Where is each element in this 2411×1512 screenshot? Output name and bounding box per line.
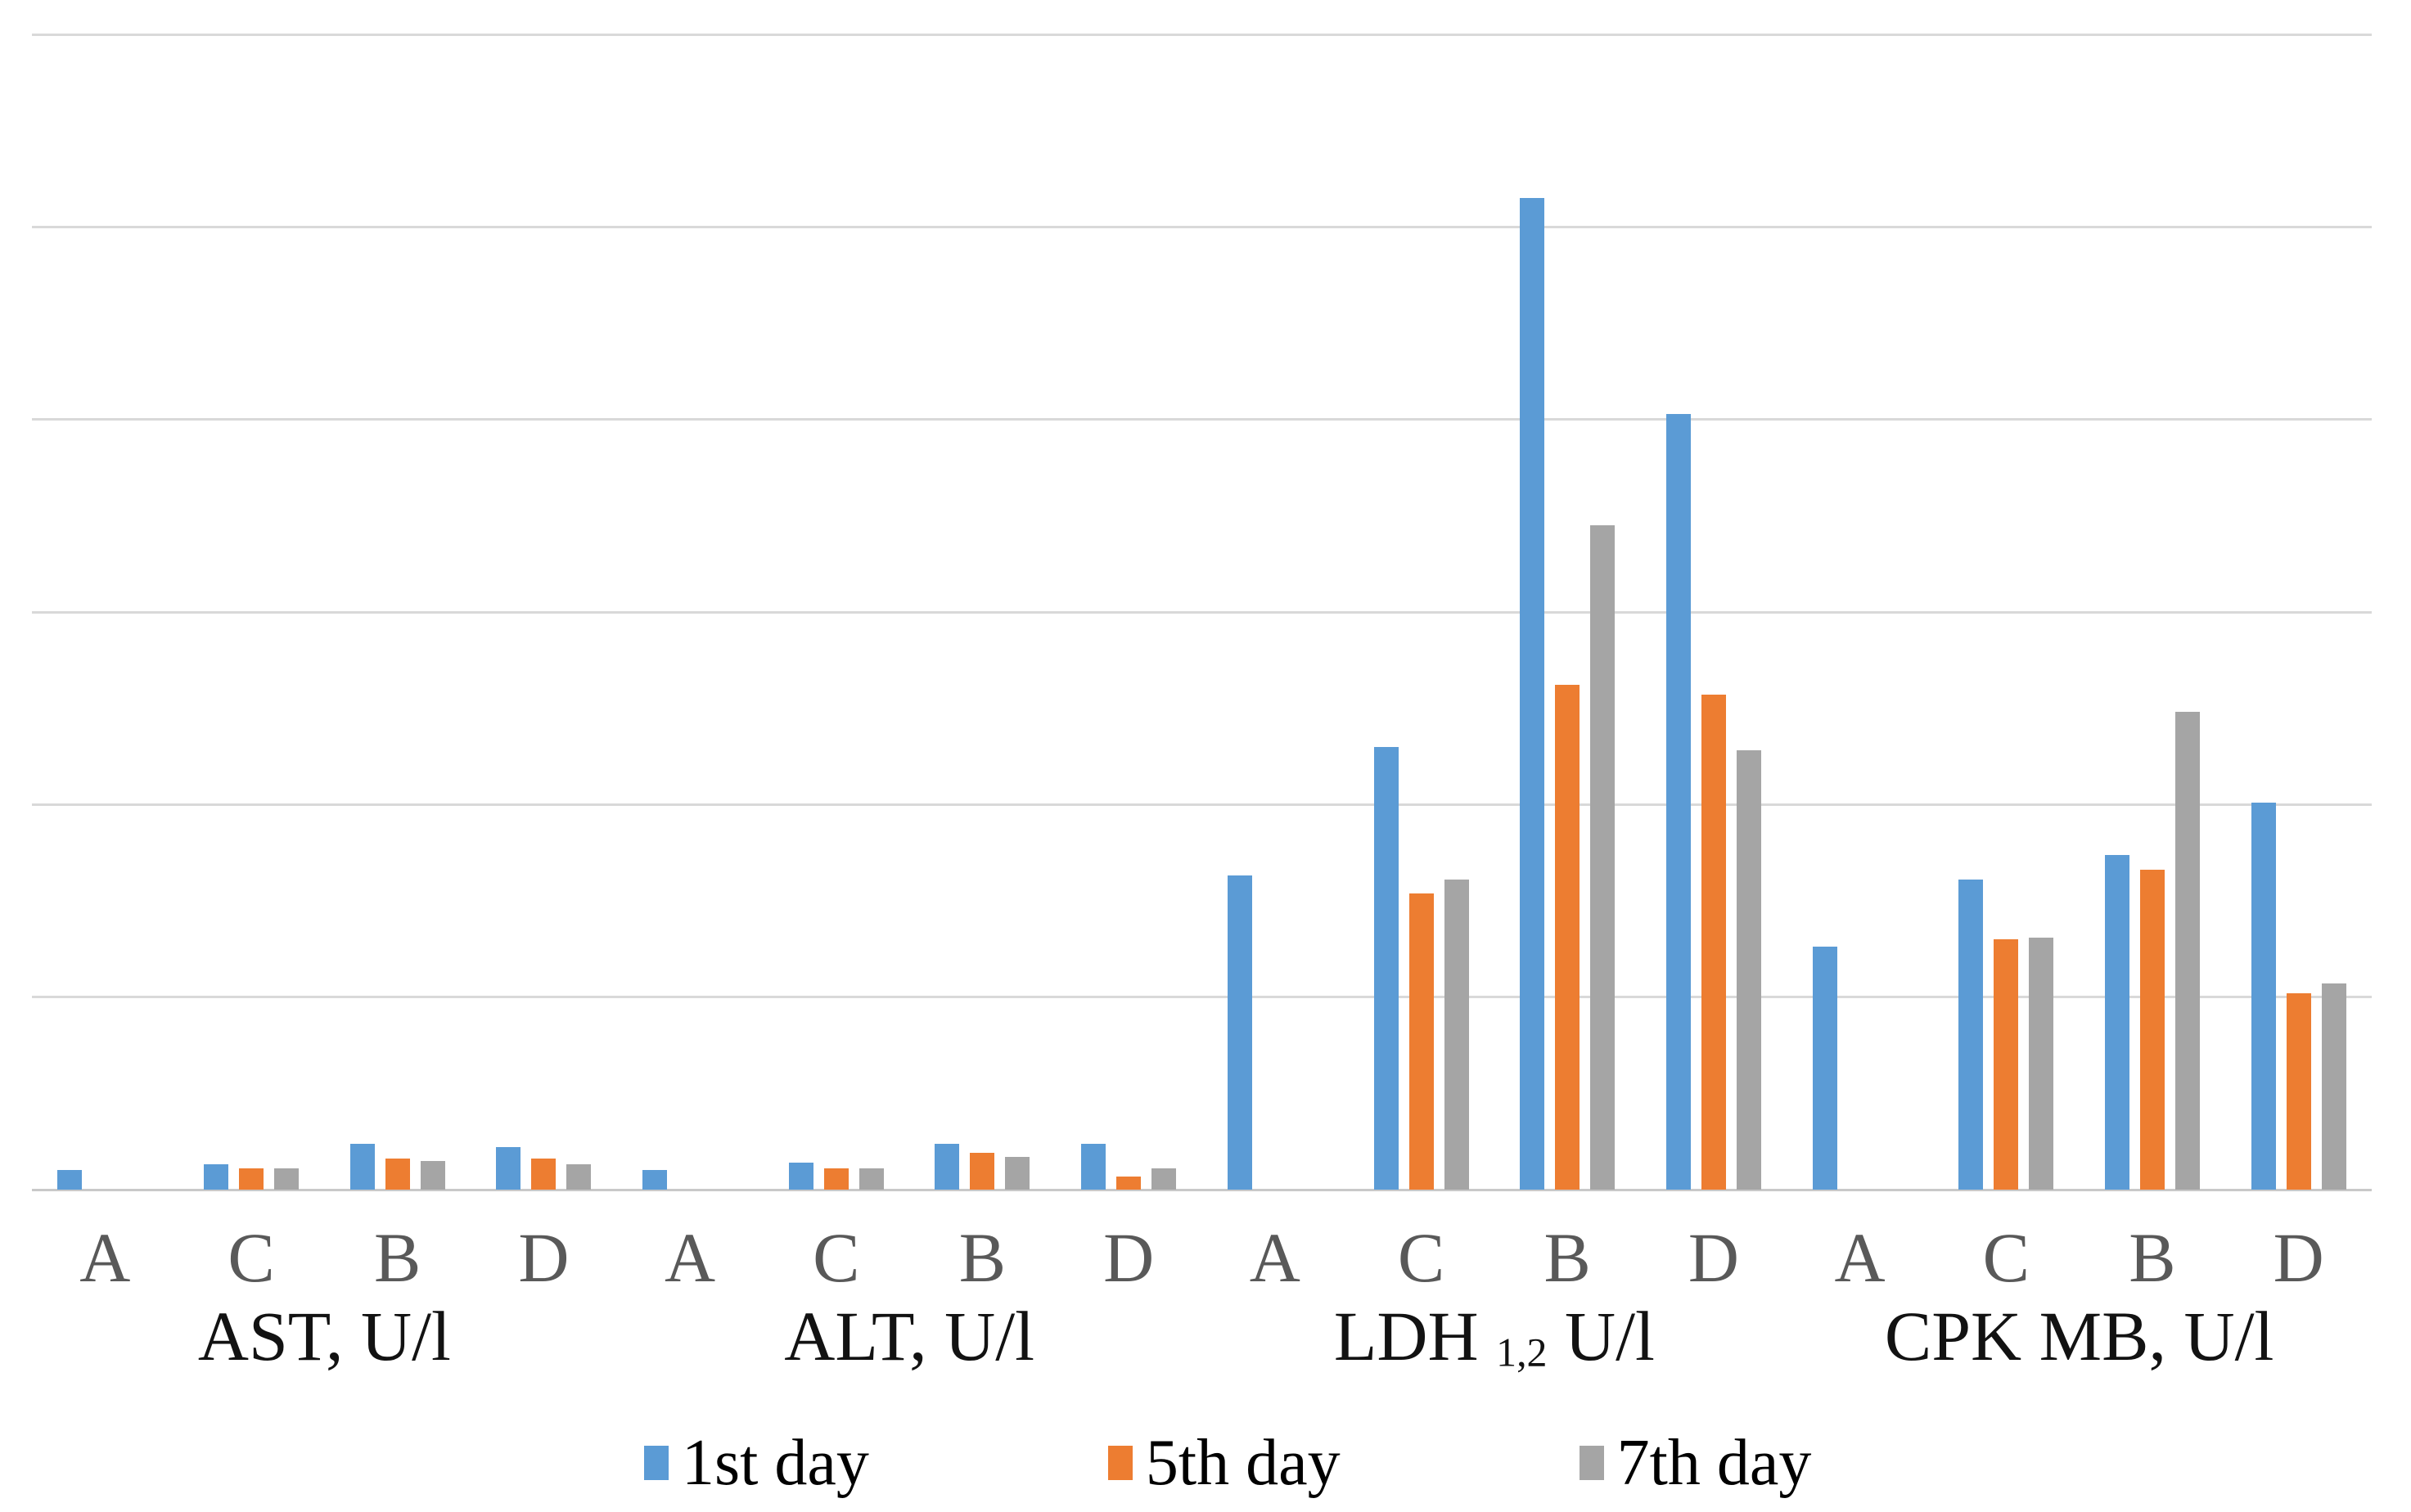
legend-swatch-icon [1107,1446,1133,1480]
category-slot-c-9 [1348,34,1494,1190]
bar-5th-day [970,1153,995,1190]
category-slot-a-0 [32,34,178,1190]
bar-7th-day [566,1164,592,1190]
category-slot-b-14 [2080,34,2226,1190]
tick-label-d-7: D [1103,1218,1155,1297]
gridline [32,33,2372,36]
bar-1st-day [1520,198,1545,1190]
x-axis-line [32,1188,2372,1191]
legend-item-1st-day: 1st day [644,1430,869,1496]
category-slot-d-15 [2225,34,2372,1190]
bar-7th-day [2029,937,2054,1190]
category-slot-c-13 [1933,34,2080,1190]
group-label-2: LDH 1,2 U/l [1333,1297,1655,1375]
tick-label-b-2: B [374,1218,421,1297]
bar-7th-day [2321,983,2346,1190]
tick-label-c-13: C [1982,1218,2030,1297]
tick-label-d-11: D [1688,1218,1739,1297]
bar-1st-day [1665,413,1691,1190]
bar-1st-day [1958,880,1984,1190]
tick-label-b-6: B [958,1218,1007,1297]
plot-area [32,33,2372,1191]
bar-7th-day [1590,525,1616,1190]
bar-7th-day [1005,1157,1030,1190]
category-slot-d-3 [471,34,617,1190]
tick-label-a-4: A [665,1218,716,1297]
bar-5th-day [531,1159,557,1190]
tick-label-d-3: D [518,1218,570,1297]
bar-5th-day [1555,685,1580,1190]
legend-item-5th-day: 5th day [1107,1427,1341,1499]
category-slot-a-12 [1787,34,1933,1190]
bar-5th-day [2286,992,2311,1190]
bar-7th-day [420,1160,445,1190]
bar-5th-day [1408,893,1434,1190]
bar-7th-day [1444,880,1469,1190]
category-slot-a-8 [1202,34,1349,1190]
bar-1st-day [496,1147,521,1190]
bar-1st-day [2251,802,2276,1190]
tick-label-a-12: A [1834,1218,1886,1297]
bar-slots [32,34,2372,1190]
bar-1st-day [349,1143,375,1190]
legend-item-7th-day: 7th day [1579,1427,1812,1499]
bar-7th-day [858,1168,884,1190]
bar-5th-day [239,1168,264,1190]
category-slot-d-7 [1056,34,1202,1190]
bar-7th-day [1151,1168,1177,1190]
tick-label-a-0: A [79,1218,131,1297]
tick-label-b-10: B [1543,1218,1591,1297]
bar-1st-day [204,1164,229,1190]
tick-label-d-15: D [2273,1218,2324,1297]
group-label-3: CPK MB, U/l [1884,1297,2274,1375]
group-label-1: ALT, U/l [784,1297,1035,1375]
gridline [32,803,2372,806]
gridline [32,418,2372,421]
bar-1st-day [788,1163,813,1190]
category-slot-b-6 [909,34,1056,1190]
bar-5th-day [2139,870,2165,1190]
bar-1st-day [1812,947,1837,1190]
tick-label-c-1: C [228,1218,275,1297]
bar-7th-day [2174,712,2200,1190]
bar-1st-day [1081,1143,1106,1190]
tick-label-c-5: C [813,1218,860,1297]
category-slot-c-1 [178,34,325,1190]
tick-label-c-9: C [1397,1218,1445,1297]
legend-label: 1st day [682,1427,869,1499]
bar-5th-day [823,1168,849,1190]
category-slot-b-2 [324,34,471,1190]
bar-5th-day [1116,1176,1142,1190]
group-label-0: AST, U/l [197,1297,451,1375]
gridline [32,225,2372,228]
bar-1st-day [1227,875,1252,1190]
legend-swatch-icon [644,1446,669,1480]
bar-1st-day [642,1170,668,1190]
legend-label: 5th day [1145,1427,1341,1499]
bar-5th-day [1701,695,1726,1190]
bar-1st-day [1373,746,1399,1190]
tick-label-a-8: A [1249,1218,1300,1297]
category-slot-b-10 [1494,34,1641,1190]
bar-5th-day [1994,939,2019,1190]
category-slot-c-5 [763,34,909,1190]
bar-5th-day [385,1159,410,1190]
gridline [32,610,2372,614]
gridline [32,996,2372,999]
bar-7th-day [274,1168,300,1190]
category-slot-a-4 [617,34,764,1190]
category-slot-d-11 [1641,34,1787,1190]
legend: 1st day 5th day 7th day [0,1430,2411,1496]
bar-1st-day [2104,854,2129,1190]
legend-label: 7th day [1616,1427,1812,1499]
bar-1st-day [935,1143,960,1190]
legend-swatch-icon [1579,1446,1604,1480]
bar-1st-day [57,1170,83,1190]
tick-label-b-14: B [2129,1218,2176,1297]
x-axis-group-labels: AST, U/l ALT, U/l LDH 1,2 U/l CPK MB, U/l [32,1299,2372,1375]
bar-7th-day [1736,750,1761,1190]
